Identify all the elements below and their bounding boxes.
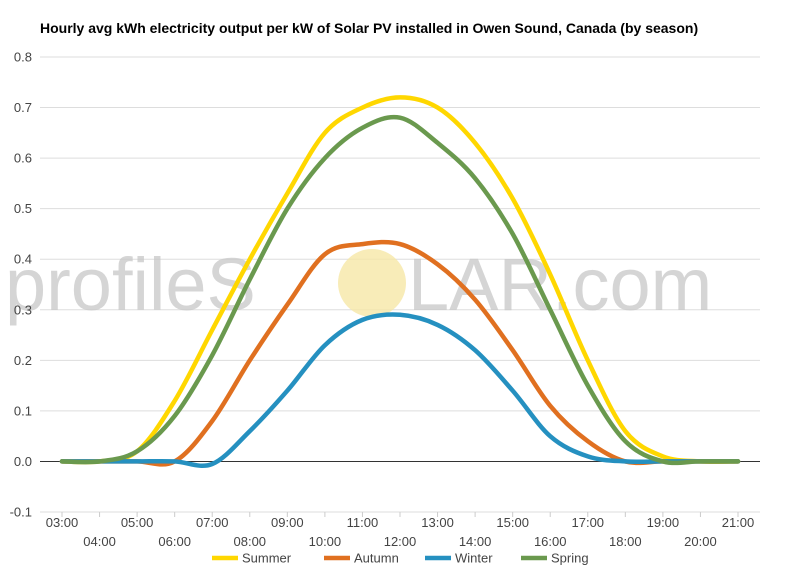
- legend-label-summer: Summer: [242, 551, 292, 566]
- y-tick-label: 0.1: [14, 403, 32, 418]
- y-tick-label: 0.8: [14, 50, 32, 65]
- series-layer: [59, 95, 741, 469]
- axis-layer: -0.1 0.0 0.1 0.2 0.3 0.4 0.5 0.6 0.7 0.8 03:00 04:0…: [10, 50, 760, 549]
- x-tick-label: 09:00: [271, 515, 304, 530]
- x-tick-label: 03:00: [46, 515, 79, 530]
- y-tick-label: -0.1: [10, 505, 32, 520]
- x-tick-label: 10:00: [309, 534, 342, 549]
- x-tick-label: 12:00: [384, 534, 417, 549]
- x-tick-label: 06:00: [158, 534, 191, 549]
- x-tick-label: 17:00: [572, 515, 605, 530]
- x-tick-label: 04:00: [83, 534, 116, 549]
- x-tick-label: 18:00: [609, 534, 642, 549]
- legend-label-spring: Spring: [551, 551, 589, 566]
- legend-label-winter: Winter: [455, 551, 493, 566]
- legend-label-autumn: Autumn: [354, 551, 399, 566]
- y-tick-label: 0.5: [14, 201, 32, 216]
- y-tick-label: 0.3: [14, 302, 32, 317]
- series-line-winter: [59, 312, 741, 469]
- watermark: profileS LAR.com: [5, 243, 712, 326]
- y-tick-label: 0.6: [14, 151, 32, 166]
- watermark-left: profileS: [5, 243, 256, 326]
- x-tick-label: 19:00: [647, 515, 680, 530]
- y-tick-label: 0.4: [14, 252, 32, 267]
- series-line-spring: [59, 114, 741, 466]
- x-tick-label: 15:00: [496, 515, 529, 530]
- y-tick-label: 0.7: [14, 100, 32, 115]
- x-tick-label: 11:00: [347, 515, 379, 530]
- grid-layer: [40, 56, 760, 513]
- watermark-sun: [338, 249, 406, 317]
- x-tick-label: 14:00: [459, 534, 492, 549]
- x-tick-label: 08:00: [234, 534, 267, 549]
- chart-title: Hourly avg kWh electricity output per kW…: [40, 20, 698, 36]
- x-tick-label: 21:00: [722, 515, 755, 530]
- series-line-summer: [59, 95, 741, 465]
- y-tick-label: 0.0: [14, 454, 32, 469]
- x-tick-label: 07:00: [196, 515, 229, 530]
- x-tick-label: 05:00: [121, 515, 154, 530]
- legend: Summer Autumn Winter Spring: [212, 551, 589, 566]
- y-tick-label: 0.2: [14, 353, 32, 368]
- watermark-right: LAR.com: [408, 243, 712, 326]
- x-tick-label: 20:00: [684, 534, 717, 549]
- x-tick-label: 16:00: [534, 534, 567, 549]
- x-tick-label: 13:00: [421, 515, 454, 530]
